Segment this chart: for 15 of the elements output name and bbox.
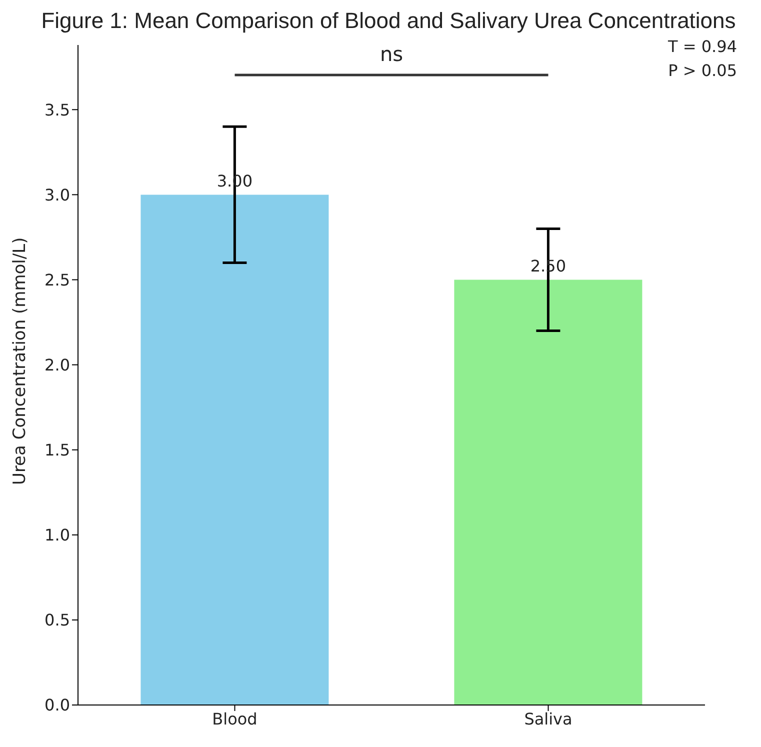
y-tick-label: 3.5 (44, 100, 70, 120)
x-tick-label: Saliva (524, 709, 572, 728)
annotation: T = 0.94 (667, 37, 737, 56)
annotation: ns (380, 42, 404, 66)
x-tick-label: Blood (212, 709, 258, 728)
y-tick-label: 0.5 (44, 610, 70, 630)
y-tick-label: 0.0 (44, 696, 70, 715)
y-tick-label: 2.0 (44, 355, 70, 374)
y-tick-label: 1.0 (44, 526, 70, 545)
y-tick-label: 3.0 (44, 185, 70, 204)
y-axis-title: Urea Concentration (mmol/L) (10, 237, 30, 485)
y-tick-label: 2.5 (44, 270, 70, 290)
annotation: P > 0.05 (668, 61, 737, 80)
y-tick-label: 1.5 (44, 440, 70, 460)
chart-title: Figure 1: Mean Comparison of Blood and Salivary Urea Concentrations (41, 8, 736, 33)
